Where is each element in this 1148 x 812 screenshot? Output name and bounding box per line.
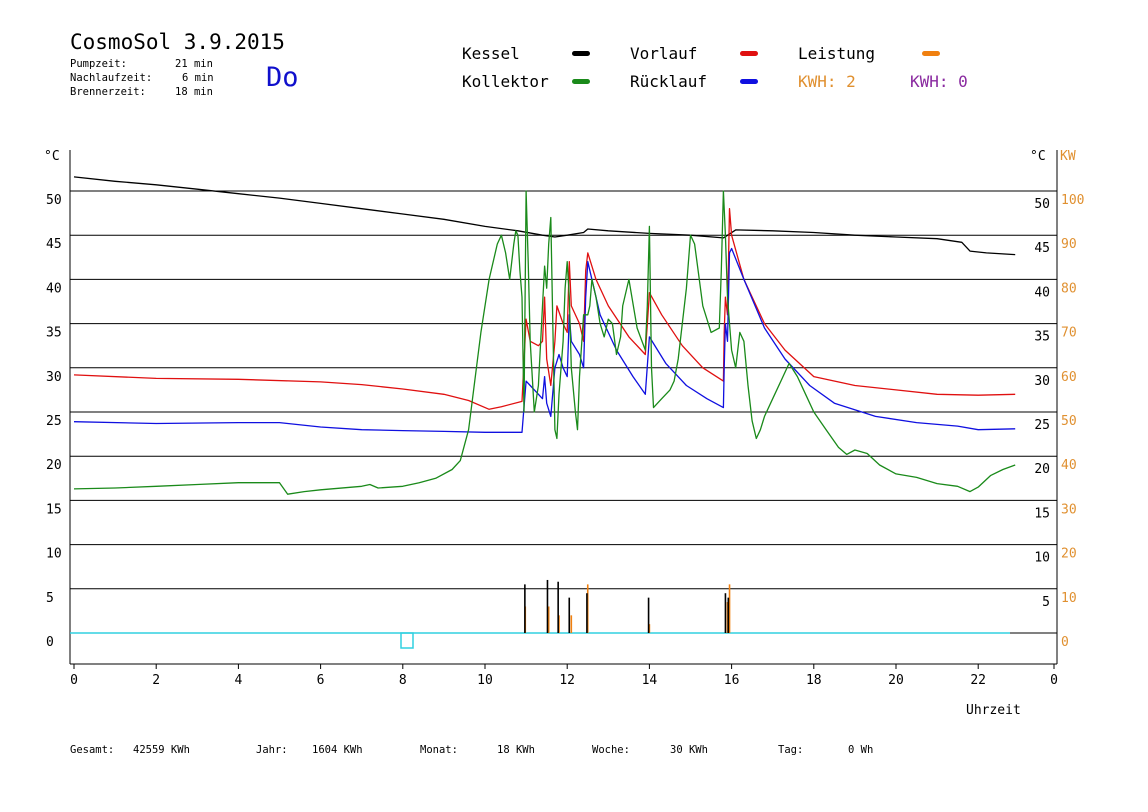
brennerzeit-label: Brennerzeit:	[70, 86, 146, 98]
y-tick-label-right-kw: 100	[1061, 193, 1084, 208]
tag-label: Tag:	[778, 744, 804, 756]
brennerzeit-value: 18 min	[175, 86, 213, 98]
series-line-rücklauf	[73, 247, 1016, 433]
x-tick-label: 0	[70, 673, 78, 688]
legend-kollektor-label: Kollektor	[462, 72, 549, 91]
legend-kollektor-swatch	[572, 79, 590, 84]
y-tick-label-right-c: 30	[1034, 374, 1050, 389]
pumpzeit-label: Pumpzeit:	[70, 58, 127, 70]
y-tick-label-right-kw: 70	[1061, 326, 1077, 341]
time-marker	[400, 632, 414, 649]
y-tick-label-right-kw: 10	[1061, 591, 1077, 606]
nachlaufzeit-label: Nachlaufzeit:	[70, 72, 153, 84]
y-tick-label-right-c: 20	[1034, 462, 1050, 477]
y-tick-label-right-c: 50	[1034, 197, 1050, 212]
series-line-kessel	[73, 176, 1016, 256]
y-tick-label-left: 45	[46, 237, 62, 252]
series-line-vorlauf	[73, 208, 1016, 410]
jahr-value: 1604 KWh	[312, 744, 363, 756]
right-unit-c-label: °C	[1030, 149, 1046, 164]
legend-kwh-brenner: KWH: 0	[910, 72, 968, 91]
legend-vorlauf-label: Vorlauf	[630, 44, 698, 63]
monat-value: 18 KWh	[497, 744, 535, 756]
legend-kessel-label: Kessel	[462, 44, 520, 63]
woche-value: 30 KWh	[670, 744, 708, 756]
y-tick-label-right-kw: 20	[1061, 547, 1077, 562]
legend-kwh-solar: KWH: 2	[798, 72, 856, 91]
x-tick-label: 4	[234, 673, 242, 688]
y-tick-label-left: 25	[46, 414, 62, 429]
y-tick-label-left: 50	[46, 193, 62, 208]
woche-label: Woche:	[592, 744, 630, 756]
legend-leistung-swatch	[922, 51, 940, 56]
y-tick-label-right-kw: 30	[1061, 502, 1077, 517]
x-tick-label: 18	[806, 673, 822, 688]
y-tick-label-right-c: 10	[1034, 551, 1050, 566]
gesamt-label: Gesamt:	[70, 744, 115, 756]
x-tick-label: 10	[477, 673, 493, 688]
y-tick-label-right-kw: 90	[1061, 237, 1077, 252]
y-tick-label-left: 30	[46, 370, 62, 385]
y-tick-label-left: 15	[46, 502, 62, 517]
series-line-kollektor	[73, 190, 1016, 495]
left-unit-label: °C	[44, 149, 60, 164]
y-tick-label-right-c: 5	[1042, 595, 1050, 610]
x-tick-label: 8	[399, 673, 407, 688]
x-tick-label: 16	[724, 673, 740, 688]
x-tick-label: 2	[152, 673, 160, 688]
nachlaufzeit-value: 6 min	[182, 72, 214, 84]
weekday-label: Do	[266, 62, 299, 93]
jahr-label: Jahr:	[256, 744, 288, 756]
y-tick-label-left: 5	[46, 591, 54, 606]
y-tick-label-left: 20	[46, 458, 62, 473]
y-tick-label-left: 0	[46, 635, 54, 650]
y-tick-label-right-kw: 0	[1061, 635, 1069, 650]
x-tick-label: 14	[642, 673, 658, 688]
x-tick-label: 6	[317, 673, 325, 688]
x-tick-label: 12	[559, 673, 575, 688]
x-axis-label: Uhrzeit	[966, 703, 1021, 718]
tag-value: 0 Wh	[848, 744, 874, 756]
y-tick-label-right-c: 15	[1034, 506, 1050, 521]
legend-ruecklauf-label: Rücklauf	[630, 72, 708, 91]
monat-label: Monat:	[420, 744, 458, 756]
legend-vorlauf-swatch	[740, 51, 758, 56]
y-tick-label-right-c: 35	[1034, 330, 1050, 345]
legend-leistung-label: Leistung	[798, 44, 876, 63]
y-tick-label-left: 10	[46, 547, 62, 562]
y-tick-label-left: 40	[46, 281, 62, 296]
y-tick-label-right-kw: 40	[1061, 458, 1077, 473]
y-tick-label-right-c: 40	[1034, 285, 1050, 300]
y-tick-label-right-kw: 50	[1061, 414, 1077, 429]
pumpzeit-value: 21 min	[175, 58, 213, 70]
y-tick-label-right-kw: 80	[1061, 281, 1077, 296]
y-tick-label-left: 35	[46, 326, 62, 341]
y-tick-label-right-c: 45	[1034, 241, 1050, 256]
x-tick-label: 22	[970, 673, 986, 688]
legend-kessel-swatch	[572, 51, 590, 56]
chart-title: CosmoSol 3.9.2015	[70, 30, 285, 54]
right-unit-kw-label: KW	[1060, 149, 1076, 164]
legend-ruecklauf-swatch	[740, 79, 758, 84]
y-tick-label-right-kw: 60	[1061, 370, 1077, 385]
y-tick-label-right-c: 25	[1034, 418, 1050, 433]
gesamt-value: 42559 KWh	[133, 744, 190, 756]
x-tick-label: 0	[1050, 673, 1058, 688]
x-tick-label: 20	[888, 673, 904, 688]
